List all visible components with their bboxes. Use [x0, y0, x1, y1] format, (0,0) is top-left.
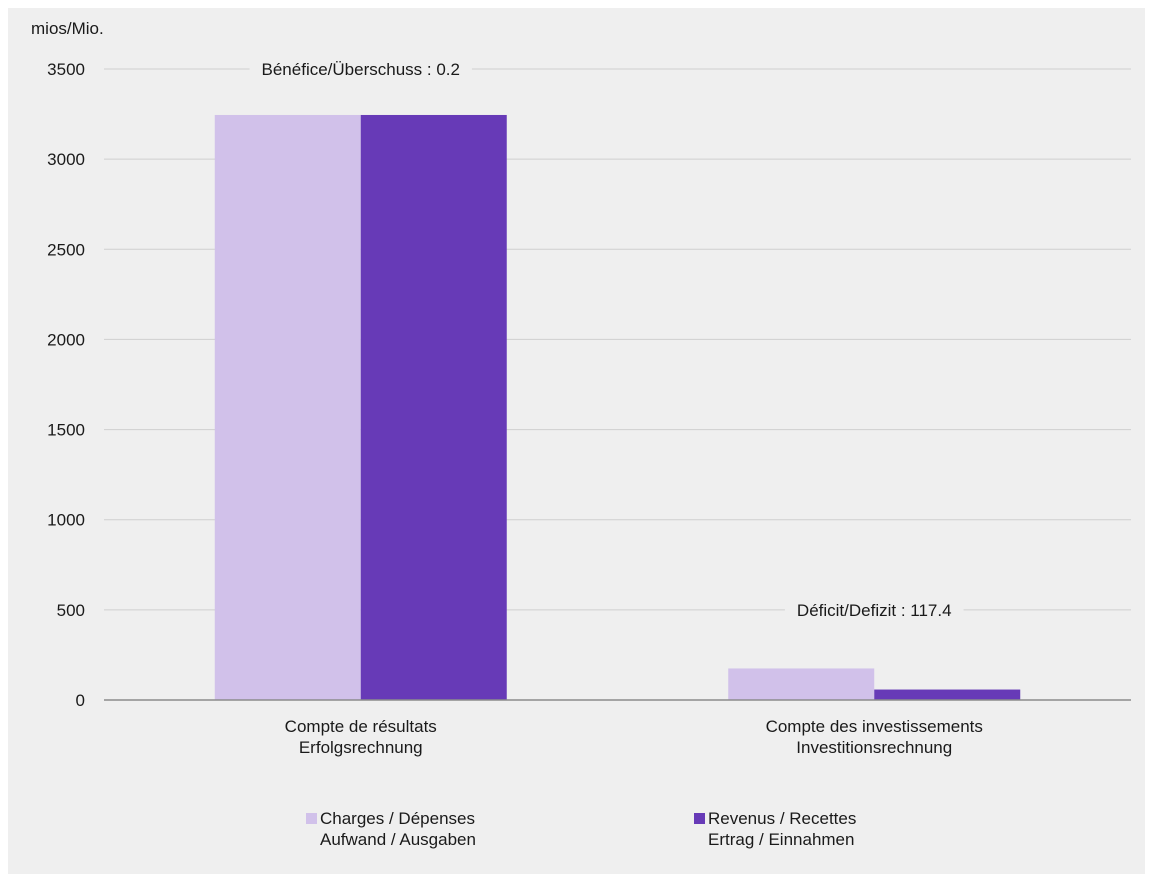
bar: [360, 114, 507, 701]
legend-label-revenus-fr: Revenus / Recettes: [708, 809, 857, 828]
bars: [214, 114, 1021, 701]
legend-label-revenus-de: Ertrag / Einnahmen: [708, 830, 855, 849]
annotation-background: [784, 598, 964, 622]
legend-label-charges-de: Aufwand / Ausgaben: [320, 830, 476, 849]
annotation-label: Déficit/Defizit : 117.4: [797, 601, 952, 620]
legend-label-charges-fr: Charges / Dépenses: [320, 809, 475, 828]
y-tick-label: 3500: [47, 60, 85, 79]
annotation-background: [249, 58, 472, 81]
y-tick-label: 1000: [47, 511, 85, 530]
x-tick-label-line: Compte des investissements: [766, 717, 983, 736]
annotation-label: Bénéfice/Überschuss : 0.2: [262, 60, 460, 79]
x-tick-label-line: Erfolgsrechnung: [299, 738, 423, 757]
bar-chart: mios/Mio. 0 500 1000 1500 2000 2500 3000 3500 C…: [31, 19, 1131, 757]
x-tick-label: Compte des investissements Investitionsre…: [766, 717, 983, 757]
y-tick-label: 0: [76, 691, 85, 710]
legend-label-revenus: Revenus / Recettes Ertrag / Einnahmen: [708, 808, 856, 850]
y-tick-label: 500: [57, 601, 85, 620]
bar: [874, 689, 1021, 700]
y-tick-label: 2500: [47, 240, 85, 259]
chart-frame: mios/Mio. 0 500 1000 1500 2000 2500 3000 3500 C…: [8, 8, 1145, 874]
y-axis-ticks: 0 500 1000 1500 2000 2500 3000 3500: [47, 60, 85, 710]
annotations: Bénéfice/Überschuss : 0.2 Déficit/Defizit…: [249, 58, 964, 622]
x-tick-label-line: Compte de résultats: [285, 717, 437, 736]
x-tick-label: Compte de résultats Erfolgsrechnung: [285, 717, 437, 757]
legend-label-charges: Charges / Dépenses Aufwand / Ausgaben: [320, 808, 476, 850]
y-tick-label: 2000: [47, 330, 85, 349]
legend-swatch-revenus: [694, 813, 705, 824]
y-axis-label: mios/Mio.: [31, 19, 104, 38]
y-tick-label: 1500: [47, 421, 85, 440]
x-axis-ticks: Compte de résultats ErfolgsrechnungCompte…: [285, 717, 983, 757]
bar: [214, 114, 361, 701]
bar: [728, 668, 875, 700]
y-tick-label: 3000: [47, 150, 85, 169]
legend-swatch-charges: [306, 813, 317, 824]
x-tick-label-line: Investitionsrechnung: [796, 738, 952, 757]
